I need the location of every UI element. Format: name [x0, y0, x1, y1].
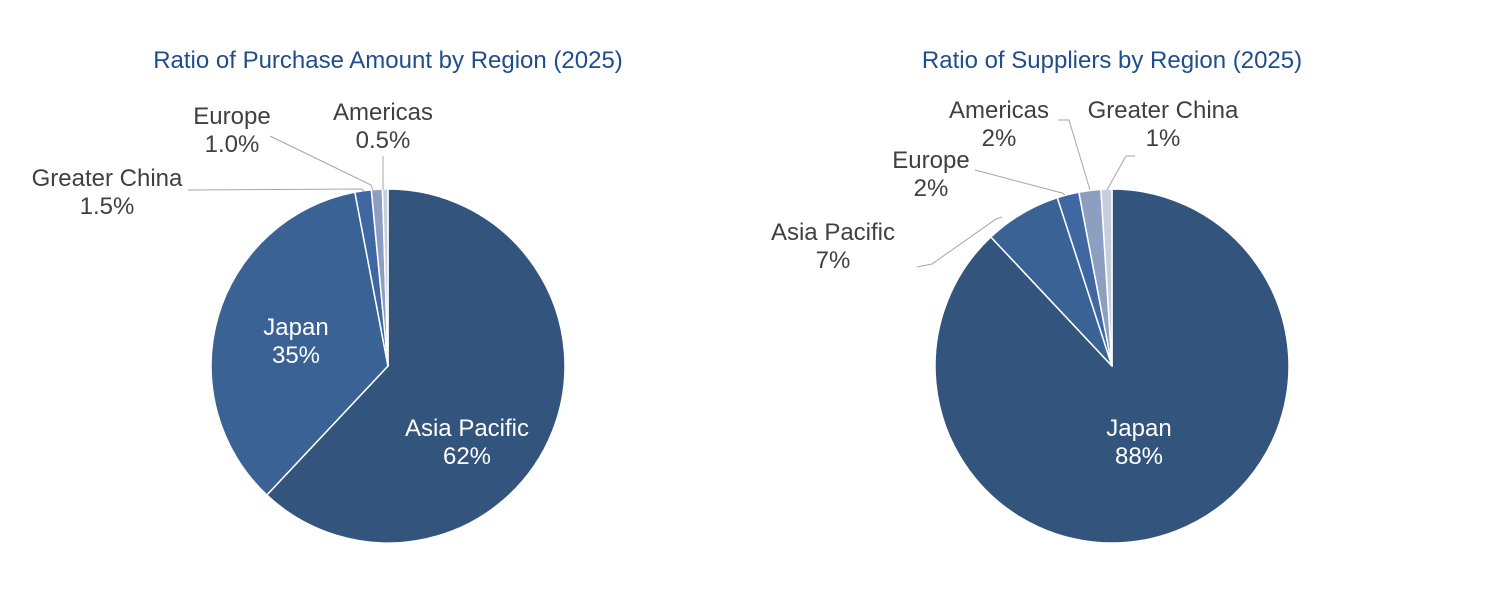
slice-name-greater-china: Greater China — [32, 165, 183, 192]
pie-slice-japan — [210, 191, 389, 496]
slice-name-europe: Europe — [193, 103, 270, 130]
slice-name-greater-china: Greater China — [1088, 97, 1239, 124]
slice-name-europe: Europe — [892, 147, 969, 174]
leader-line-europe — [269, 135, 374, 191]
slice-name-japan: Japan — [263, 314, 328, 341]
slice-value-americas: 0.5% — [356, 127, 411, 154]
slice-name-asia-pacific: Asia Pacific — [405, 415, 529, 442]
leader-line-europe — [974, 169, 1066, 196]
slice-name-japan: Japan — [1106, 415, 1171, 442]
slice-value-japan: 88% — [1115, 443, 1163, 470]
slice-name-asia-pacific: Asia Pacific — [771, 219, 895, 246]
pie-slice-asia-pacific — [266, 188, 566, 544]
leader-line-greater-china — [1106, 155, 1135, 191]
slices — [210, 188, 566, 544]
slice-value-americas: 2% — [982, 125, 1017, 152]
slice-value-asia-pacific: 62% — [443, 443, 491, 470]
chart-title-purchase: Ratio of Purchase Amount by Region (2025… — [153, 47, 623, 74]
slice-value-europe: 1.0% — [205, 131, 260, 158]
leader-line-greater-china — [187, 188, 365, 192]
pie-slice-greater-china — [1100, 188, 1113, 367]
slice-value-greater-china: 1.5% — [80, 193, 135, 220]
leader-line-asia-pacific — [916, 216, 1003, 268]
slice-name-americas: Americas — [333, 99, 433, 126]
leader-line-americas — [1058, 119, 1091, 191]
slice-value-europe: 2% — [914, 175, 949, 202]
slice-value-greater-china: 1% — [1146, 125, 1181, 152]
slice-value-asia-pacific: 7% — [816, 247, 851, 274]
chart-title-suppliers: Ratio of Suppliers by Region (2025) — [922, 47, 1302, 74]
slice-value-japan: 35% — [272, 342, 320, 369]
pie-slice-japan — [934, 188, 1290, 544]
slice-name-americas: Americas — [949, 97, 1049, 124]
slices — [934, 188, 1290, 544]
pie-slice-americas — [381, 188, 389, 367]
